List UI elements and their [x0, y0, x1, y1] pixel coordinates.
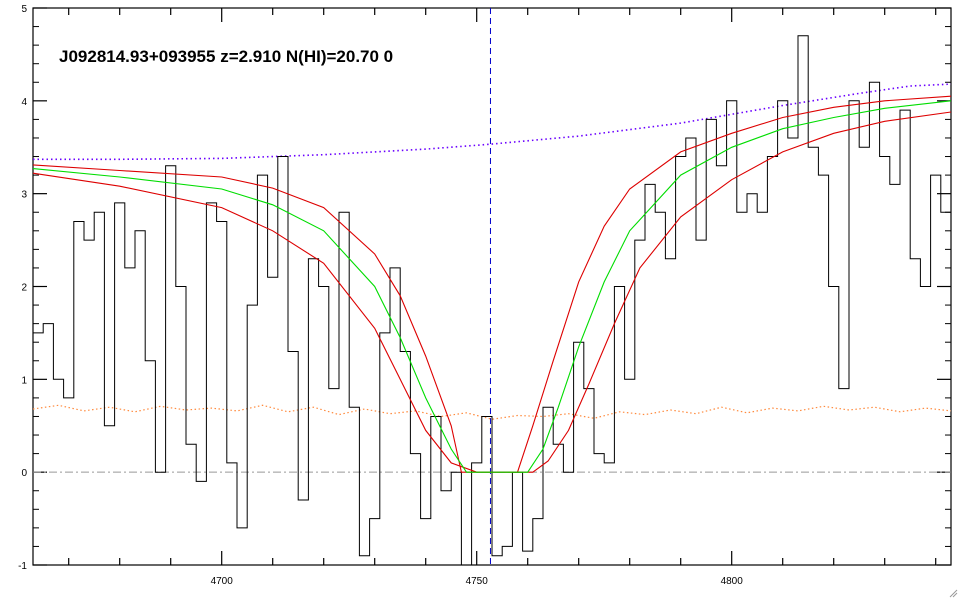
fit-lower-curve: [32, 111, 952, 473]
fit-curve: [32, 100, 952, 473]
chart-title: J092814.93+093955 z=2.910 N(HI)=20.70 0: [59, 47, 393, 66]
resize-grip-icon[interactable]: [948, 588, 958, 598]
y-tick-label: 4: [21, 97, 27, 108]
x-tick-label: 4700: [211, 576, 234, 587]
continuum-curve: [33, 83, 952, 161]
x-tick-label: 4800: [721, 576, 744, 587]
axis-tick-labels: -1 0 1 2 3 4 5 4700 4750 4800: [18, 4, 743, 587]
y-tick-label: -1: [18, 561, 27, 572]
x-tick-label: 4750: [466, 576, 489, 587]
y-tick-label: 0: [21, 468, 27, 479]
y-tick-label: 1: [21, 375, 27, 386]
y-tick-label: 3: [21, 190, 27, 201]
flux-histogram: [33, 35, 951, 566]
y-tick-label: 2: [21, 283, 27, 294]
series-layer: [32, 8, 952, 566]
fit-upper-curve: [32, 95, 952, 473]
y-tick-label: 5: [21, 4, 27, 15]
